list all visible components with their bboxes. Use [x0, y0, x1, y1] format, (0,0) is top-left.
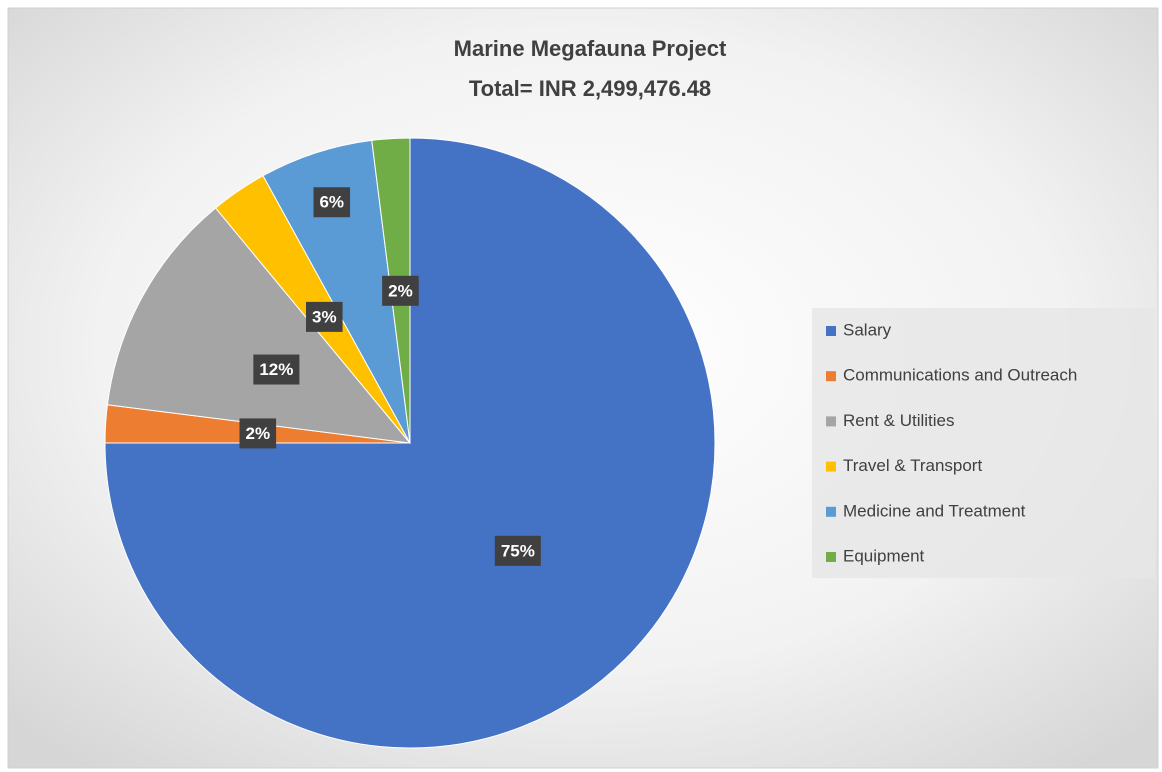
- data-label-box: [313, 187, 351, 218]
- data-label-box: [494, 535, 541, 566]
- legend-swatch: [826, 326, 836, 336]
- data-label-box: [239, 418, 277, 449]
- legend-swatch: [826, 461, 836, 472]
- legend-label: Travel & Transport: [843, 456, 982, 475]
- data-label: 12%: [253, 354, 300, 385]
- data-label-text: 2%: [388, 281, 413, 300]
- legend-label: Communications and Outreach: [843, 366, 1077, 385]
- data-label: 2%: [382, 275, 419, 306]
- chart-title: Marine Megafauna Project: [454, 36, 727, 61]
- data-label: 3%: [305, 301, 343, 332]
- data-label-text: 12%: [259, 360, 293, 379]
- pie-slice: [106, 207, 412, 444]
- legend-swatch: [826, 552, 836, 562]
- legend-label: Rent & Utilities: [843, 411, 954, 430]
- data-label-text: 6%: [319, 193, 344, 212]
- data-label-box: [253, 354, 300, 385]
- data-label-text: 2%: [246, 424, 271, 443]
- data-label-text: 75%: [501, 541, 535, 560]
- data-label-text: 3%: [312, 307, 337, 326]
- legend-swatch: [826, 416, 836, 427]
- chart-subtitle: Total= INR 2,499,476.48: [469, 76, 711, 101]
- data-label: 75%: [494, 535, 541, 566]
- data-label: 6%: [313, 187, 351, 218]
- data-label: 2%: [239, 418, 277, 449]
- legend-label: Equipment: [843, 546, 925, 565]
- legend-swatch: [826, 506, 836, 517]
- legend-label: Salary: [843, 320, 892, 339]
- legend-box: [812, 308, 1155, 578]
- data-label-box: [305, 301, 343, 332]
- data-label-box: [382, 275, 419, 306]
- legend-label: Medicine and Treatment: [843, 501, 1026, 520]
- legend-swatch: [826, 371, 836, 382]
